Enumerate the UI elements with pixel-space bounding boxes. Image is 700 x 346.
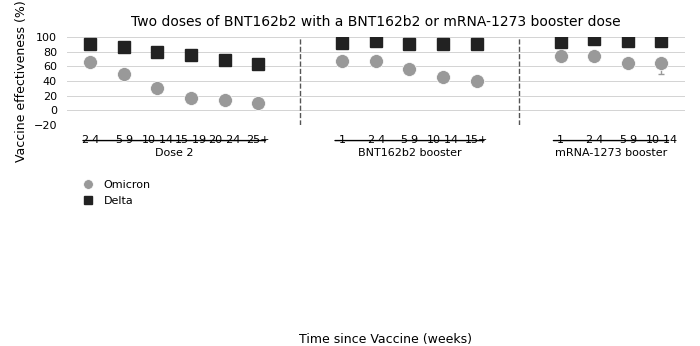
- Title: Two doses of BNT162b2 with a BNT162b2 or mRNA-1273 booster dose: Two doses of BNT162b2 with a BNT162b2 or…: [131, 15, 621, 29]
- Text: BNT162b2 booster: BNT162b2 booster: [358, 148, 461, 158]
- Text: Time since Vaccine (weeks): Time since Vaccine (weeks): [298, 333, 472, 346]
- Text: mRNA-1273 booster: mRNA-1273 booster: [555, 148, 667, 158]
- Text: Dose 2: Dose 2: [155, 148, 193, 158]
- Legend: Omicron, Delta: Omicron, Delta: [72, 176, 155, 210]
- Y-axis label: Vaccine effectiveness (%): Vaccine effectiveness (%): [15, 0, 28, 162]
